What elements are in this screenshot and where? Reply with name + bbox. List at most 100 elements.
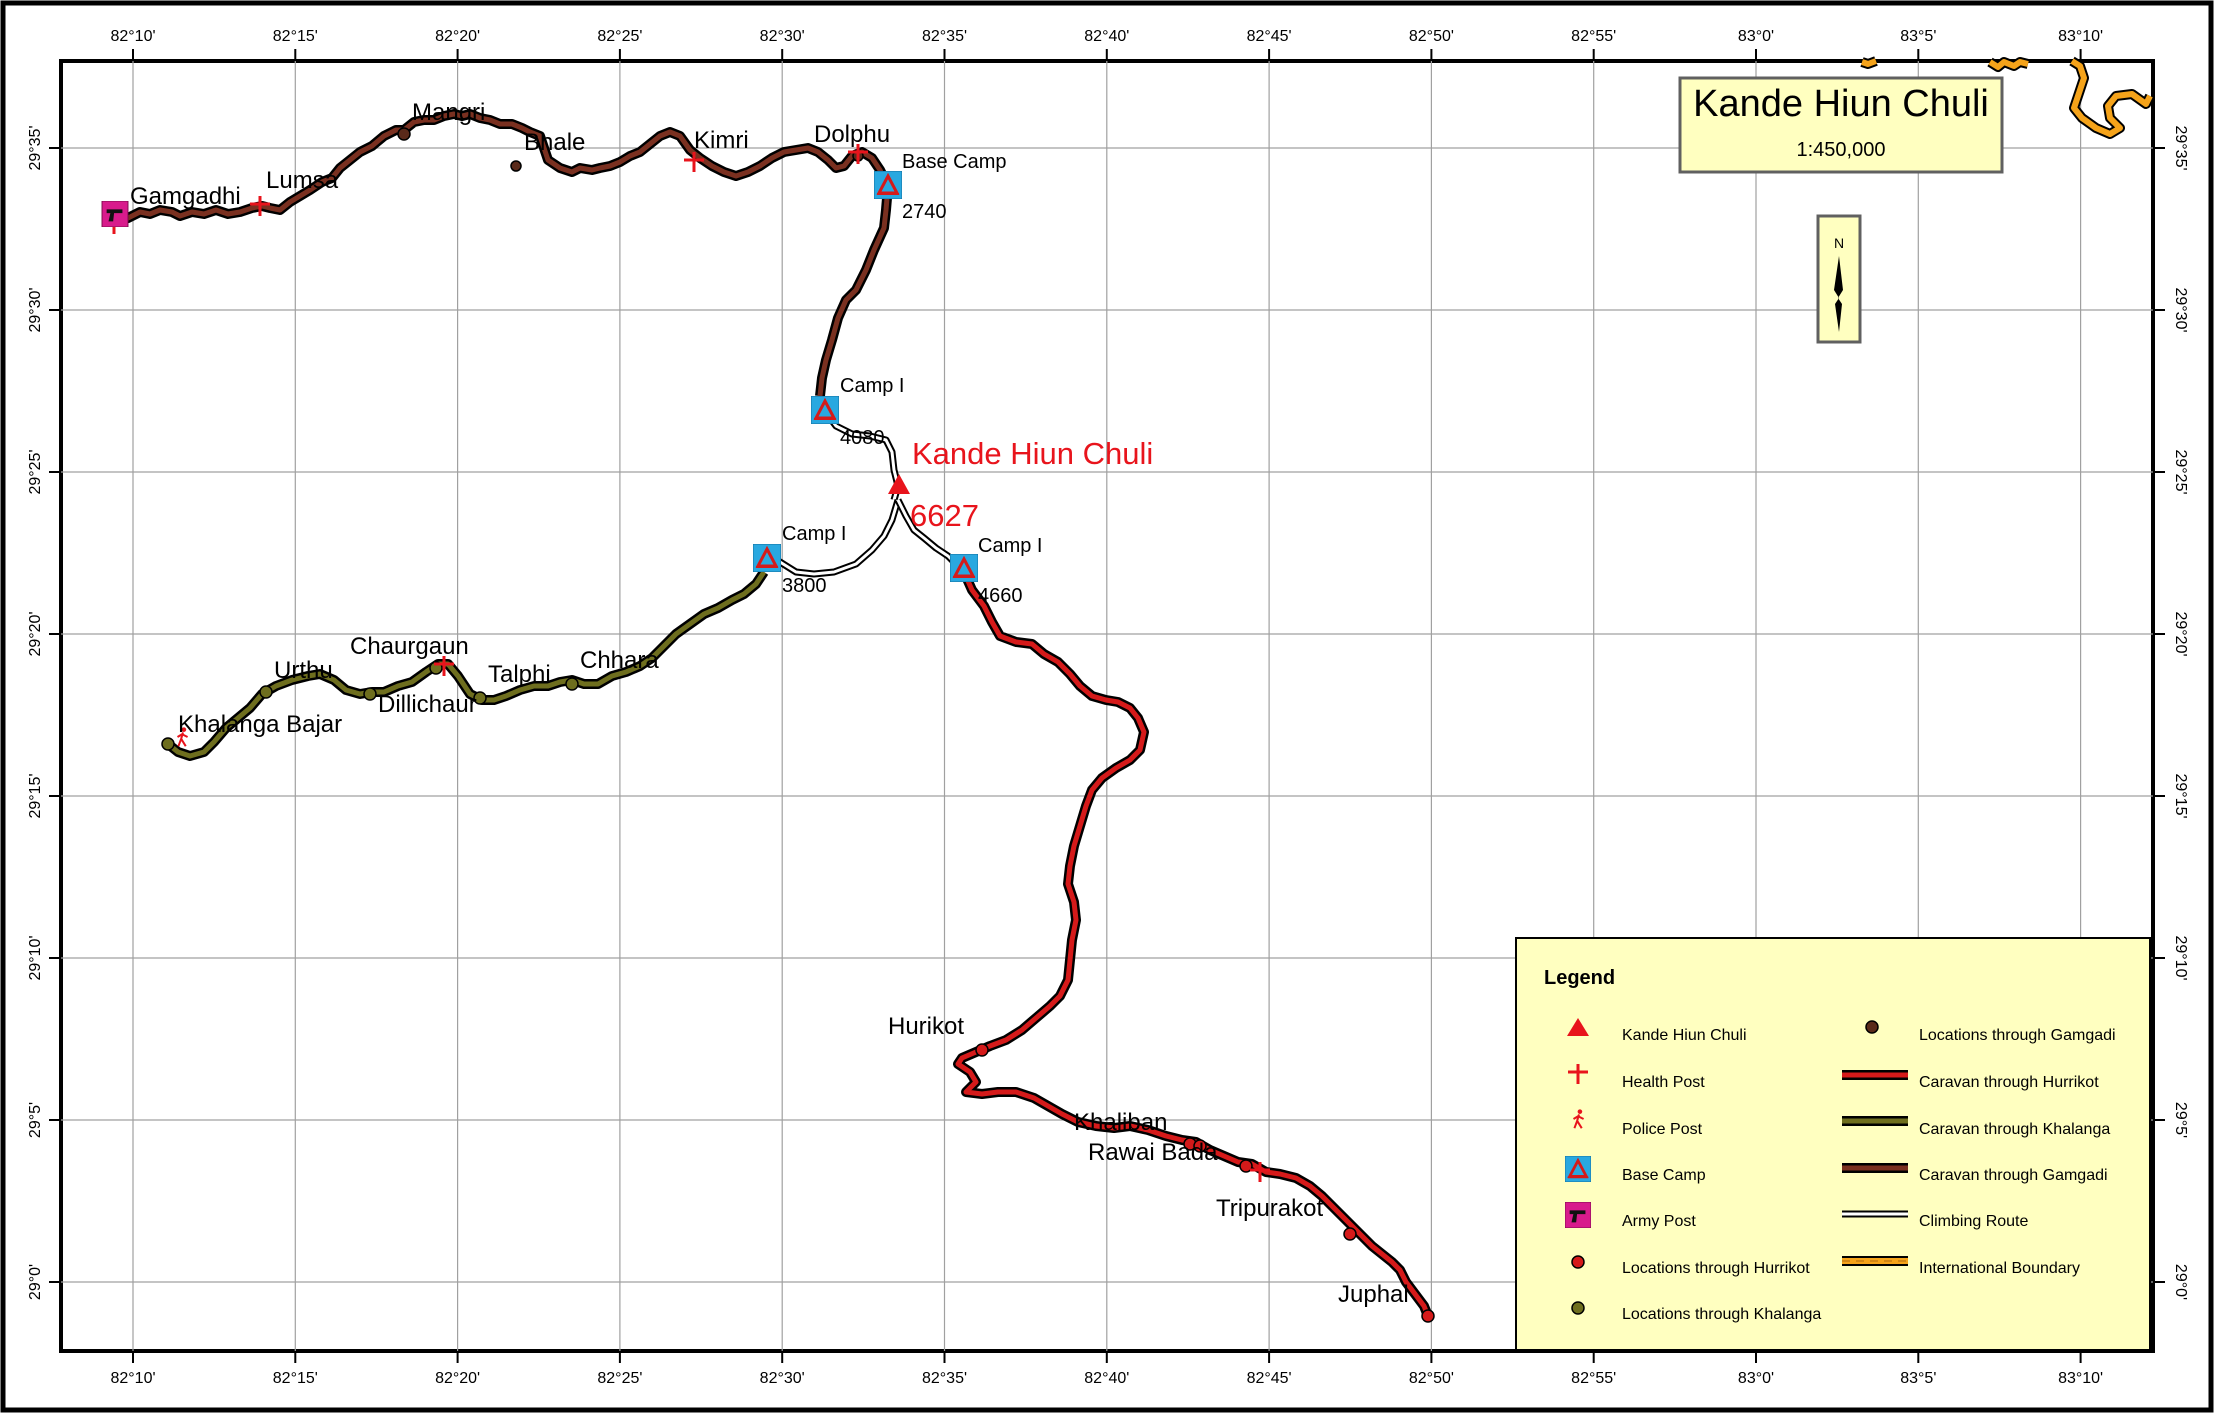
longitude-label-bottom: 83°5' (1900, 1370, 1936, 1387)
label-base-camp: Base Camp (902, 151, 1007, 173)
label-peak-name: Kande Hiun Chuli (912, 436, 1153, 471)
label-urthu: Urthu (274, 657, 333, 684)
label-khalanga-bajar: Khalanga Bajar (178, 711, 342, 738)
latitude-label-left: 29°10' (27, 935, 44, 980)
legend-label: Caravan through Hurrikot (1919, 1074, 2099, 1091)
coordinate-labels: 82°10' 82°10' 82°15' 82°15' 82°20' 82°20' 82°2… (27, 28, 2189, 1387)
map-scale: 1:450,000 (1797, 139, 1886, 161)
legend-label: Army Post (1622, 1213, 1696, 1230)
label-camp-1-b: Camp I (782, 523, 846, 545)
title-box: Kande Hiun Chuli 1:450,000 (1678, 76, 2004, 174)
longitude-label-top: 82°45' (1247, 28, 1292, 45)
longitude-label-top: 83°5' (1900, 28, 1936, 45)
label-khaliban: Khaliban (1074, 1109, 1167, 1136)
label-talphi: Talphi (488, 661, 551, 688)
longitude-label-top: 82°55' (1571, 28, 1616, 45)
legend-brown-dot-icon (1865, 1020, 1879, 1034)
legend-label: Health Post (1622, 1074, 1705, 1091)
legend-label: Caravan through Khalanga (1919, 1121, 2110, 1138)
north-arrow-icon (1834, 256, 1843, 332)
camp-icon (950, 554, 978, 582)
latitude-label-left: 29°15' (27, 773, 44, 818)
longitude-label-top: 82°35' (922, 28, 967, 45)
latitude-label-right: 29°15' (2172, 773, 2189, 818)
longitude-label-top: 82°10' (110, 28, 155, 45)
graticule-grid (61, 61, 2153, 1351)
legend-label: Base Camp (1622, 1167, 1706, 1184)
base-camp-icon (874, 171, 902, 199)
legend-base-camp-icon (1565, 1156, 1591, 1182)
label-lumsa: Lumsa (266, 167, 339, 194)
legend-peak-icon (1567, 1018, 1589, 1036)
peak-icon (888, 474, 910, 494)
latitude-label-left: 29°25' (27, 449, 44, 494)
label-peak-elevation: 6627 (910, 498, 979, 533)
location-dot-chhara (565, 677, 579, 691)
legend-army-post-icon (1565, 1202, 1591, 1228)
caravan-route-khalanga (164, 569, 769, 761)
label-kimri: Kimri (694, 127, 749, 154)
legend-label: Climbing Route (1919, 1213, 2028, 1230)
label-camp-1-a-elevation: 4080 (840, 427, 885, 449)
latitude-label-right: 29°10' (2172, 935, 2189, 980)
latitude-label-right: 29°0' (2172, 1264, 2189, 1300)
legend-label: Caravan through Gamgadi (1919, 1167, 2108, 1184)
location-dot-tripurakot (1343, 1227, 1357, 1241)
location-dot-juphal (1421, 1309, 1435, 1323)
longitude-label-bottom: 83°10' (2058, 1370, 2103, 1387)
latitude-label-right: 29°30' (2172, 287, 2189, 332)
label-camp-1-a: Camp I (840, 375, 904, 397)
longitude-label-bottom: 83°0' (1738, 1370, 1774, 1387)
legend-label: International Boundary (1919, 1260, 2080, 1277)
longitude-label-bottom: 82°20' (435, 1370, 480, 1387)
army-post-icon (101, 201, 129, 227)
label-hurikot: Hurikot (888, 1013, 964, 1040)
legend-label: Police Post (1622, 1121, 1703, 1138)
caravan-route-hurikot (953, 569, 1433, 1318)
longitude-label-top: 82°15' (273, 28, 318, 45)
khalanga-locations (161, 661, 579, 751)
latitude-label-left: 29°5' (27, 1102, 44, 1138)
longitude-label-top: 82°40' (1084, 28, 1129, 45)
label-chhara: Chhara (580, 647, 659, 674)
longitude-label-top: 82°20' (435, 28, 480, 45)
legend-red-dot-icon (1571, 1255, 1585, 1269)
label-mangri: Mangri (412, 99, 485, 126)
longitude-label-top: 83°0' (1738, 28, 1774, 45)
label-juphal: Juphal (1338, 1281, 1409, 1308)
legend: Legend Kande Hiun Chuli Health Post Poli… (1515, 937, 2151, 1351)
location-dot-dillichaur (363, 687, 377, 701)
label-camp-1-c: Camp I (978, 535, 1042, 557)
international-boundary (1860, 56, 2155, 139)
label-bhale: Bhale (524, 129, 585, 156)
label-dillichaur: Dillichaur (378, 691, 477, 718)
location-dot-hurikot (975, 1043, 989, 1057)
label-chaurgaun: Chaurgaun (350, 633, 469, 660)
hurikot-locations (975, 1043, 1435, 1323)
legend-label: Locations through Hurrikot (1622, 1260, 1810, 1277)
map-title: Kande Hiun Chuli (1693, 83, 1989, 125)
longitude-label-bottom: 82°55' (1571, 1370, 1616, 1387)
location-dot-bhale (510, 160, 522, 172)
label-rawai-bada: Rawai Bada (1088, 1139, 1218, 1166)
latitude-label-left: 29°30' (27, 287, 44, 332)
longitude-label-top: 82°25' (597, 28, 642, 45)
longitude-label-bottom: 82°40' (1084, 1370, 1129, 1387)
north-label: N (1834, 235, 1844, 251)
label-camp-1-b-elevation: 3800 (782, 575, 827, 597)
longitude-label-bottom: 82°50' (1409, 1370, 1454, 1387)
longitude-label-top: 82°30' (760, 28, 805, 45)
legend-label: Locations through Gamgadi (1919, 1027, 2116, 1044)
longitude-label-bottom: 82°30' (760, 1370, 805, 1387)
label-camp-1-c-elevation: 4660 (978, 585, 1023, 607)
location-dot-mangri (397, 127, 411, 141)
latitude-label-right: 29°5' (2172, 1102, 2189, 1138)
longitude-label-bottom: 82°10' (110, 1370, 155, 1387)
latitude-label-left: 29°0' (27, 1264, 44, 1300)
longitude-label-bottom: 82°35' (922, 1370, 967, 1387)
latitude-label-right: 29°25' (2172, 449, 2189, 494)
camp-labels: Base Camp 2740 Camp I 4080 Camp I 3800 C… (782, 151, 1042, 607)
camp-icon (753, 544, 781, 572)
place-labels: Gamgadhi Lumsa Mangri Bhale Kimri Dolphu… (130, 99, 1409, 1308)
